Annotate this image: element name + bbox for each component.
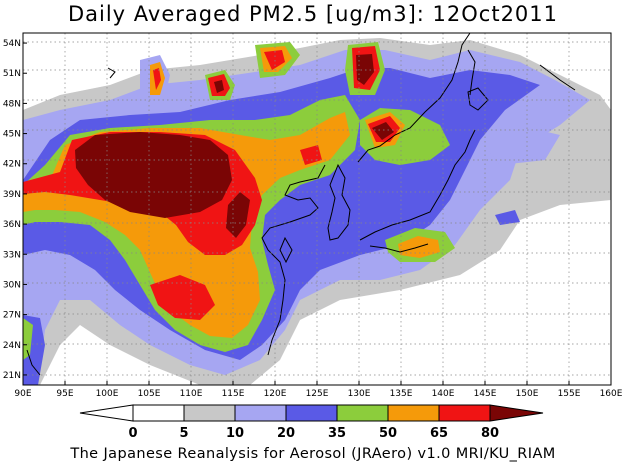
- x-tick-label: 145E: [474, 389, 497, 399]
- colorbar-label: 80: [481, 426, 499, 441]
- colorbar-label: 5: [179, 426, 188, 441]
- x-axis-ticks: 90E 95E 100E 105E 110E 115E 120E 125E 130E 135E 14…: [14, 381, 623, 399]
- x-tick-label: 110E: [180, 389, 203, 399]
- gridlines: [23, 33, 611, 385]
- y-tick-label: 51N: [3, 69, 21, 79]
- x-tick-label: 125E: [306, 389, 329, 399]
- y-tick-label: 36N: [3, 220, 21, 230]
- contour-35-sw: [23, 318, 33, 360]
- x-tick-label: 90E: [14, 389, 31, 399]
- x-tick-label: 120E: [264, 389, 287, 399]
- y-tick-label: 42N: [3, 160, 21, 170]
- x-tick-label: 160E: [600, 389, 623, 399]
- x-tick-label: 115E: [222, 389, 245, 399]
- northern-hotspots: [140, 42, 405, 148]
- contour-65-south: [150, 275, 215, 320]
- contour-80: [75, 132, 232, 218]
- colorbar-label: 0: [128, 426, 137, 441]
- colorbar-label: 20: [277, 426, 295, 441]
- y-tick-label: 54N: [3, 39, 21, 49]
- y-tick-label: 48N: [3, 99, 21, 109]
- y-tick-label: 27N: [3, 311, 21, 321]
- y-tick-label: 39N: [3, 190, 21, 200]
- y-tick-label: 30N: [3, 280, 21, 290]
- map-title: Daily Averaged PM2.5 [ug/m3]: 12Oct2011: [67, 2, 559, 26]
- x-tick-label: 150E: [516, 389, 539, 399]
- colorbar-label: 50: [379, 426, 397, 441]
- x-tick-label: 130E: [348, 389, 371, 399]
- credit-footer: The Japanese Reanalysis for Aerosol (JRA…: [70, 446, 556, 462]
- x-tick-label: 105E: [138, 389, 161, 399]
- x-tick-label: 140E: [432, 389, 455, 399]
- x-tick-label: 95E: [56, 389, 73, 399]
- contour-80-center: [226, 192, 250, 238]
- contour-20-east: [495, 210, 520, 225]
- y-tick-label: 21N: [3, 371, 21, 381]
- colorbar-label: 35: [328, 426, 346, 441]
- y-axis-ticks: 21N 24N 27N 30N 33N 36N 39N 42N 45N 48N 51N 54N: [3, 39, 27, 381]
- y-tick-label: 45N: [3, 130, 21, 140]
- concentration-field: [23, 33, 611, 385]
- colorbar-label: 65: [430, 426, 448, 441]
- coastlines: [26, 33, 576, 376]
- y-tick-label: 33N: [3, 250, 21, 260]
- contour-10-east: [480, 128, 560, 165]
- colorbar-labels: 0 5 10 20 35 50 65 80: [128, 426, 499, 441]
- x-tick-label: 155E: [558, 389, 581, 399]
- x-tick-label: 135E: [390, 389, 413, 399]
- colorbar-label: 10: [226, 426, 244, 441]
- x-tick-label: 100E: [96, 389, 119, 399]
- y-tick-label: 24N: [3, 341, 21, 351]
- colorbar-arrow-high: [489, 404, 544, 422]
- colorbar: [79, 404, 544, 422]
- colorbar-arrow-low: [79, 404, 134, 422]
